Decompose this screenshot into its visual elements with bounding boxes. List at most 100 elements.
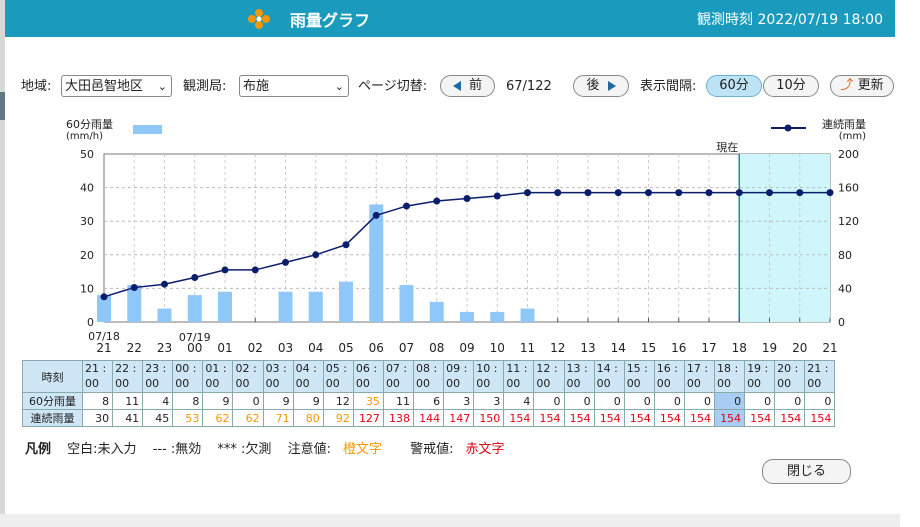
legend-title: 凡例 (25, 442, 52, 457)
table-cumulative-cell: 154 (563, 409, 595, 427)
table-rain60-cell: 0 (744, 392, 776, 410)
table-cumulative-cell: 53 (172, 409, 204, 427)
rain60-bar (187, 295, 202, 322)
rain60-bar (429, 301, 444, 322)
table-rain60-cell: 0 (653, 392, 685, 410)
rain60-bar (97, 295, 111, 322)
right-axis-unit: (mm) (839, 131, 866, 142)
table-cumulative-cell: 154 (593, 409, 625, 427)
y-tick-right: 120 (838, 215, 859, 228)
table-rain60-cell: 11 (382, 392, 415, 410)
y-tick-left: 30 (80, 215, 94, 228)
y-tick-left: 20 (80, 249, 94, 262)
cumulative-point (161, 280, 168, 288)
date-label: 07/19 (179, 331, 211, 344)
table-time-hour: 07 : (385, 362, 408, 375)
page-counter: 67/122 (506, 79, 552, 94)
x-tick-label: 22 (127, 341, 142, 355)
triangle-left-icon (452, 80, 461, 91)
table-time-hour: 13 : (566, 362, 588, 375)
table-cumulative-cell: 154 (653, 409, 685, 427)
region-select[interactable]: 大田邑智地区 ⌄ (61, 75, 172, 97)
prev-page-label: 前 (468, 78, 482, 93)
rain60-bar (339, 281, 353, 322)
table-cumulative-cell: 154 (533, 409, 565, 427)
table-cumulative-cell: 154 (623, 409, 655, 427)
y-tick-left: 50 (80, 148, 94, 161)
cumulative-point (826, 189, 834, 197)
legend-caution-prefix: 注意値: (287, 442, 331, 457)
station-select[interactable]: 布施 ⌄ (239, 75, 349, 97)
x-tick-label: 00 (187, 341, 202, 355)
cumulative-point (524, 189, 531, 197)
x-tick-label: 13 (580, 341, 595, 355)
table-time-hour: 00 : (175, 362, 197, 375)
next-page-label: 後 (586, 78, 600, 93)
table-time-cell: 17 : 00 (683, 360, 715, 393)
next-page-button[interactable]: 後 (573, 75, 629, 97)
table-time-hour: 18 : (716, 362, 739, 375)
table-rain60-cell: 9 (262, 392, 294, 410)
table-rain60-cell: 4 (503, 392, 535, 410)
table-time-hour: 17 : (686, 362, 709, 375)
table-time-cell: 22 : 00 (112, 360, 144, 393)
table-time-hour: 02 : (235, 362, 257, 375)
table-time-hour: 20 : (777, 362, 799, 375)
y-tick-left: 0 (87, 316, 94, 329)
cumulative-point (463, 195, 471, 203)
table-time-minute: 00 (145, 377, 160, 390)
close-button[interactable]: 閉じる (762, 459, 851, 484)
table-time-cell: 20 : 00 (774, 360, 806, 393)
observation-time-label: 観測時刻 (697, 12, 754, 28)
table-time-minute: 00 (115, 377, 130, 390)
x-tick-label: 18 (732, 341, 747, 355)
cumulative-point (675, 189, 683, 197)
window-left-edge (0, 0, 5, 527)
table-time-hour: 09 : (446, 362, 468, 375)
table-rain60-cell: 3 (473, 392, 505, 410)
table-time-cell: 03 : 00 (262, 360, 294, 393)
update-label: 更新 (857, 78, 884, 93)
x-tick-label: 01 (217, 341, 232, 355)
table-cumulative-cell: 30 (81, 409, 114, 427)
table-time-minute: 00 (175, 377, 190, 390)
table-time-minute: 00 (807, 377, 822, 390)
table-time-hour: 12 : (536, 362, 558, 375)
table-time-hour: 23 : (145, 362, 167, 375)
cumulative-point (796, 189, 804, 197)
table-time-minute: 00 (566, 377, 581, 390)
table-time-cell: 23 : 00 (142, 360, 174, 393)
rain60-bar (520, 308, 535, 322)
table-time-minute: 00 (536, 377, 551, 390)
x-tick-label: 15 (641, 341, 656, 355)
cumulative-point (221, 266, 229, 274)
x-tick-label: 05 (338, 341, 353, 355)
rain60-bar (369, 204, 384, 322)
x-tick-label: 06 (369, 341, 384, 355)
prev-page-button[interactable]: 前 (440, 75, 495, 97)
rainfall-table: 時刻 21 :00 22 :00 23 :00 00 :00 01 :00 02 :00 0… (22, 360, 836, 427)
table-rain60-cell: 9 (202, 392, 234, 410)
table-time-cell: 18 : 00 (713, 360, 746, 393)
cumulative-point (554, 189, 562, 197)
table-time-cell: 12 : 00 (533, 360, 565, 393)
table-time-hour: 14 : (596, 362, 618, 375)
y-tick-right: 0 (838, 316, 845, 329)
rain60-bar (127, 285, 142, 322)
interval-10-button[interactable]: 10分 (763, 75, 819, 97)
y-tick-left: 10 (80, 282, 94, 295)
table-time-cell: 05 : 00 (322, 360, 354, 393)
interval-60-button[interactable]: 60分 (706, 75, 762, 97)
update-button[interactable]: ⤴ 更新 (830, 75, 894, 97)
table-time-hour: 04 : (295, 362, 317, 375)
region-label: 地域: (21, 79, 52, 94)
y-tick-right: 80 (838, 249, 852, 262)
logo-icon (248, 9, 270, 29)
table-cumulative-cell: 150 (473, 409, 505, 427)
legend-bar-swatch (133, 125, 162, 134)
window-bottom-edge (0, 514, 900, 527)
x-tick-label: 14 (611, 341, 626, 355)
observation-time: 観測時刻 2022/07/19 18:00 (697, 9, 883, 29)
cumulative-point (130, 284, 138, 292)
